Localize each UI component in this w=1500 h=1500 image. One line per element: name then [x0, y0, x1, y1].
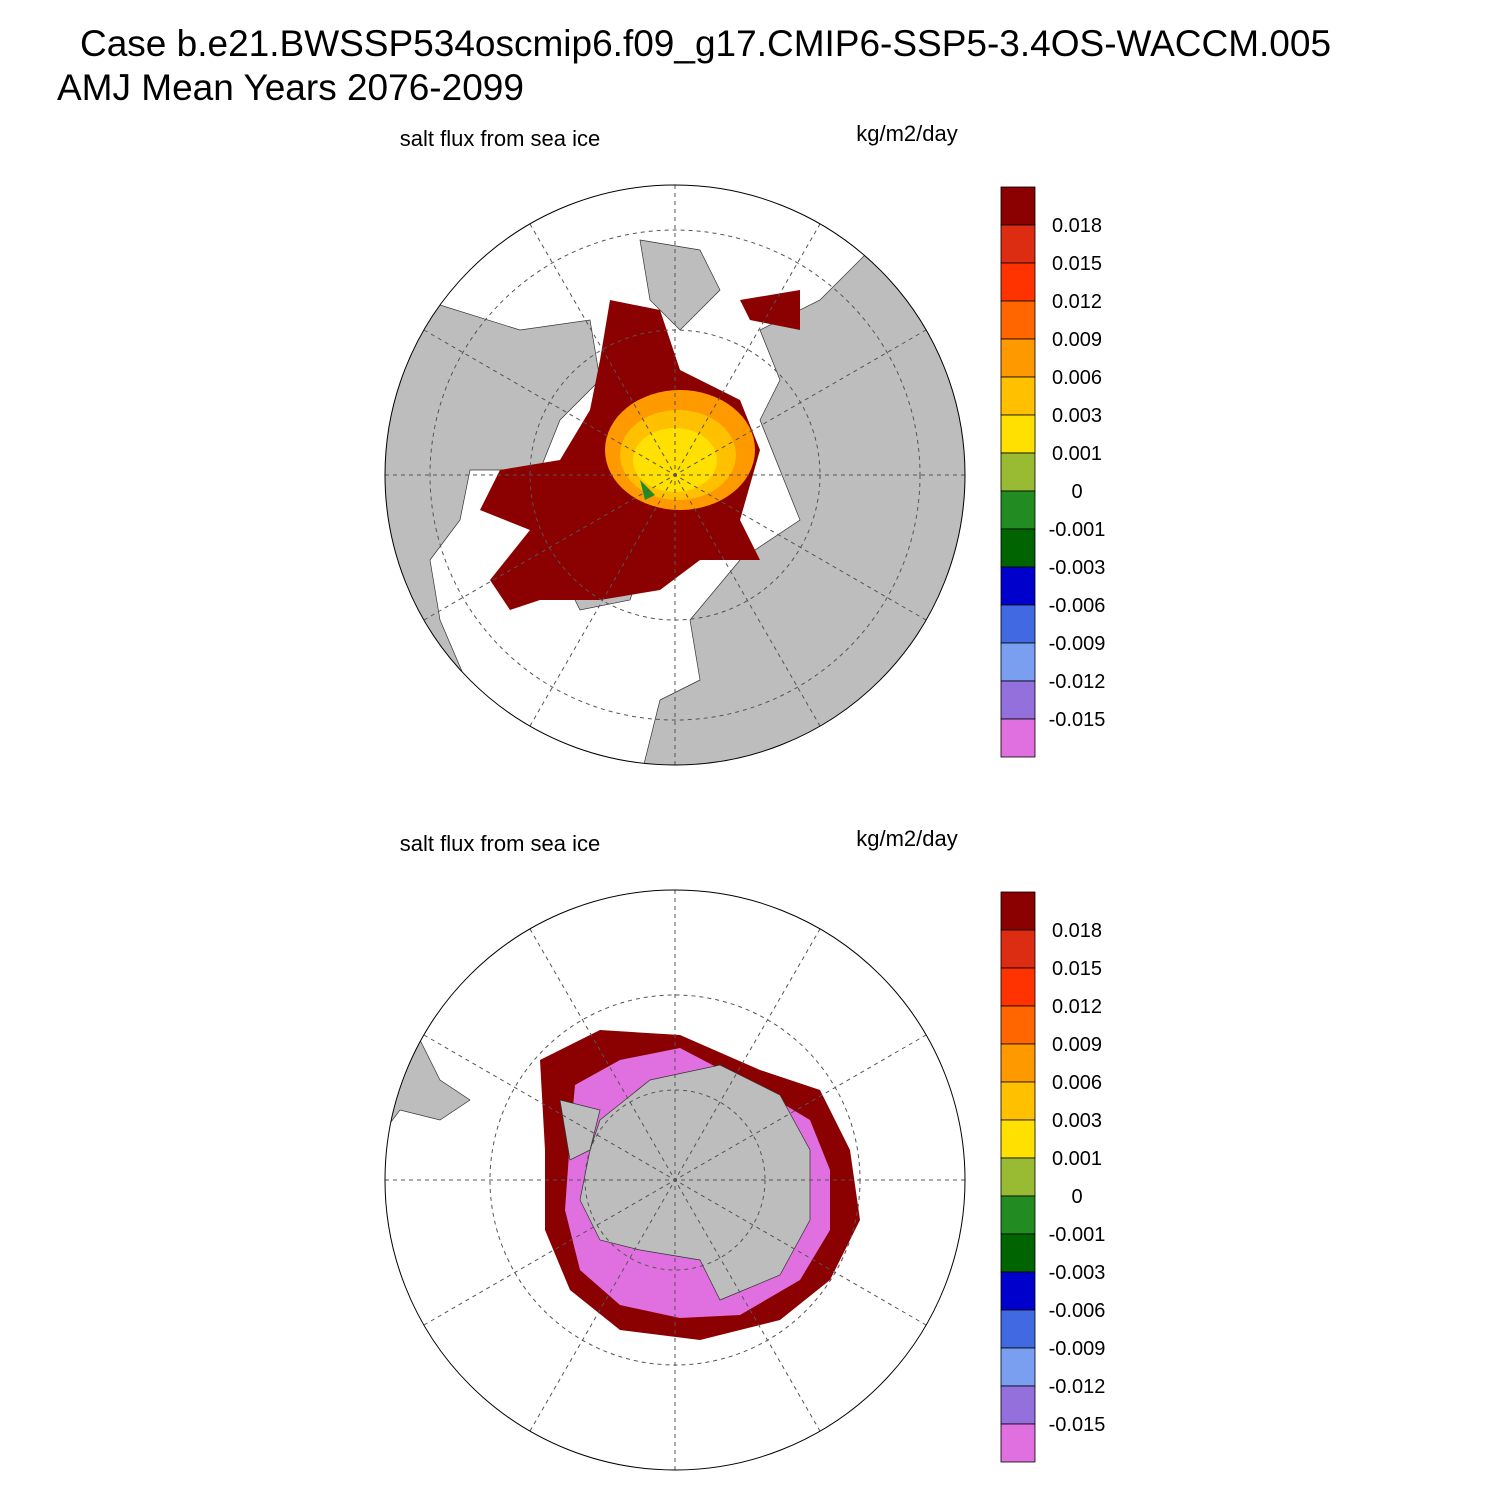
colorbar-box	[1000, 604, 1036, 644]
panel-title: salt flux from sea ice	[400, 831, 601, 856]
colorbar-box	[1000, 376, 1036, 416]
colorbar-box	[1000, 414, 1036, 454]
map-border	[384, 184, 966, 766]
colorbar-box	[1000, 1157, 1036, 1197]
title-line-1: Case b.e21.BWSSP534oscmip6.f09_g17.CMIP6…	[80, 23, 1331, 64]
colorbar-box	[1000, 528, 1036, 568]
colorbar-box	[1000, 262, 1036, 302]
colorbar-label: -0.006	[1049, 1300, 1106, 1322]
colorbar-label: -0.015	[1049, 709, 1106, 731]
colorbar-label: 0.009	[1052, 1034, 1102, 1056]
colorbar-label: 0.006	[1052, 1072, 1102, 1094]
colorbar-label: 0.006	[1052, 367, 1102, 389]
colorbar-label: -0.015	[1049, 1414, 1106, 1436]
colorbar-label: 0.012	[1052, 291, 1102, 313]
colorbar-box	[1000, 186, 1036, 226]
colorbar-label: -0.012	[1049, 1376, 1106, 1398]
colorbar-label: 0.012	[1052, 996, 1102, 1018]
colorbar-label: -0.012	[1049, 671, 1106, 693]
colorbar-box	[1000, 300, 1036, 340]
colorbar-label: -0.003	[1049, 557, 1106, 579]
colorbar-label: 0.015	[1052, 253, 1102, 275]
title-line-2: AMJ Mean Years 2076-2099	[57, 67, 524, 108]
colorbar-box	[1000, 1005, 1036, 1045]
colorbar: 0.018 0.015 0.012 0.009 0.006 0.003 0.001 0 -0.0…	[1000, 186, 1106, 758]
colorbar-label: -0.003	[1049, 1262, 1106, 1284]
colorbar-box	[1000, 1195, 1036, 1235]
colorbar-label: -0.006	[1049, 595, 1106, 617]
colorbar-box	[1000, 338, 1036, 378]
colorbar-box	[1000, 1347, 1036, 1387]
colorbar-label: -0.001	[1049, 519, 1106, 541]
colorbar-box	[1000, 929, 1036, 969]
units: kg/m2/day	[856, 826, 958, 851]
colorbar-box	[1000, 1385, 1036, 1425]
arctic-map	[385, 185, 965, 765]
colorbar-box	[1000, 224, 1036, 264]
colorbar-box	[1000, 680, 1036, 720]
colorbar-box	[1000, 1309, 1036, 1349]
colorbar-label: 0.015	[1052, 958, 1102, 980]
colorbar-box	[1000, 642, 1036, 682]
colorbar-label: 0	[1071, 1186, 1082, 1208]
units: kg/m2/day	[856, 121, 958, 146]
colorbar-label: 0	[1071, 481, 1082, 503]
panel-title: salt flux from sea ice	[400, 126, 601, 151]
colorbar-label: -0.001	[1049, 1224, 1106, 1246]
colorbar-label: 0.003	[1052, 1110, 1102, 1132]
colorbar-label: 0.003	[1052, 405, 1102, 427]
map-border	[384, 889, 966, 1471]
colorbar-label: -0.009	[1049, 633, 1106, 655]
colorbar-box	[1000, 566, 1036, 606]
colorbar-box	[1000, 891, 1036, 931]
colorbar-box	[1000, 1423, 1036, 1463]
colorbar-box	[1000, 452, 1036, 492]
colorbar-box	[1000, 1233, 1036, 1273]
colorbar-box	[1000, 1271, 1036, 1311]
colorbar-box	[1000, 967, 1036, 1007]
colorbar-label: 0.001	[1052, 443, 1102, 465]
colorbar-label: -0.009	[1049, 1338, 1106, 1360]
colorbar-box	[1000, 1081, 1036, 1121]
colorbar: 0.018 0.015 0.012 0.009 0.006 0.003 0.001 0 -0.0…	[1000, 891, 1106, 1463]
colorbar-box	[1000, 718, 1036, 758]
colorbar-label: 0.018	[1052, 920, 1102, 942]
colorbar-label: 0.009	[1052, 329, 1102, 351]
colorbar-box	[1000, 1043, 1036, 1083]
colorbar-label: 0.018	[1052, 215, 1102, 237]
colorbar-box	[1000, 1119, 1036, 1159]
colorbar-label: 0.001	[1052, 1148, 1102, 1170]
colorbar-box	[1000, 490, 1036, 530]
